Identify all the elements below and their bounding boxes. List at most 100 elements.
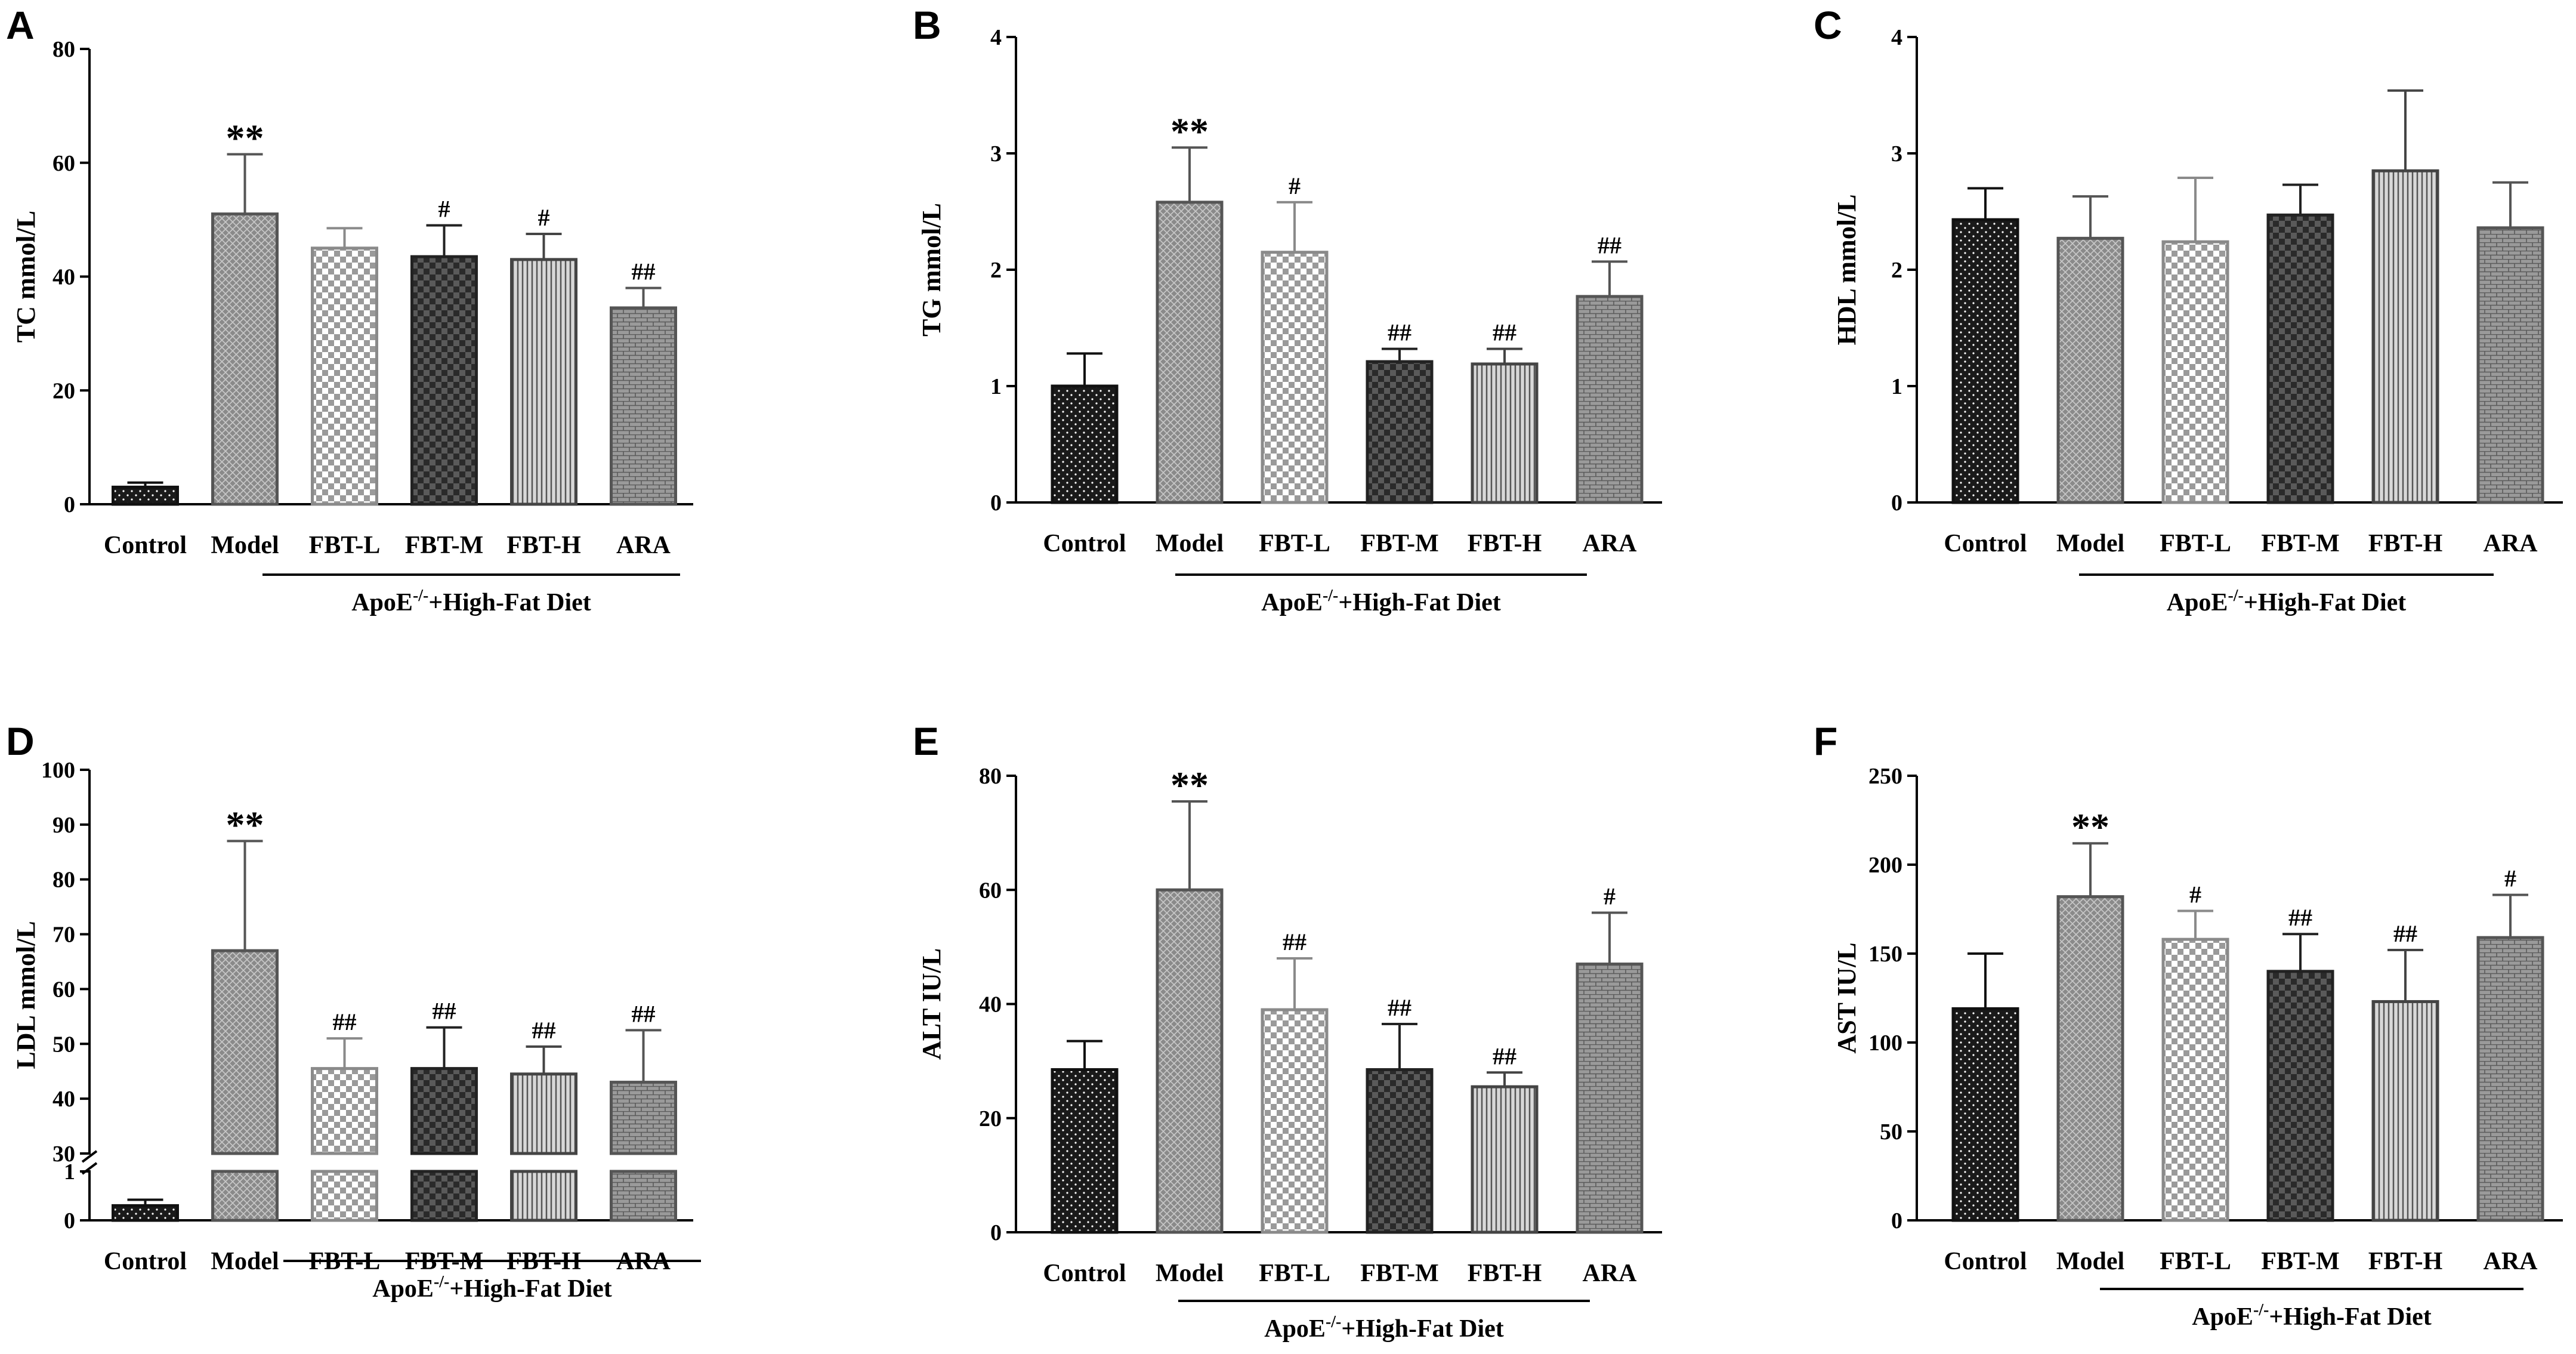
bar-fbt-h — [1471, 362, 1539, 504]
significance-label: ## — [1388, 319, 1411, 346]
significance-label: # — [2189, 881, 2201, 908]
y-tick-label: 3 — [990, 141, 1002, 166]
panel-letter: D — [6, 719, 35, 763]
significance-label: ## — [1388, 994, 1411, 1021]
bar-ara — [610, 306, 677, 506]
group-label: ApoE-/-+High-Fat Diet — [351, 587, 591, 616]
significance-label: ## — [1283, 929, 1306, 955]
y-tick-label: 2 — [990, 258, 1002, 283]
bar-fbt-h-lower — [510, 1170, 577, 1222]
bar-fbt-h — [2371, 1000, 2439, 1222]
y-tick-label: 250 — [1868, 764, 1902, 789]
y-tick-label: 90 — [52, 813, 75, 838]
x-tick-label: FBT-L — [1259, 1260, 1330, 1287]
significance-label: ## — [632, 258, 656, 285]
bar-fbt-m — [410, 1067, 478, 1155]
x-tick-label: Control — [104, 1248, 187, 1275]
bar-fbt-m — [1366, 360, 1434, 504]
y-tick-label: 50 — [52, 1032, 75, 1057]
significance-label: ** — [226, 803, 264, 846]
bar-ara-lower — [610, 1170, 677, 1222]
significance-label: ** — [2071, 806, 2109, 848]
axis-break-mark — [81, 1150, 98, 1163]
y-tick-label: 1 — [1891, 374, 1902, 399]
bar-ara — [2476, 226, 2544, 504]
x-tick-label: ARA — [1583, 1260, 1638, 1287]
y-tick-label: 1 — [990, 374, 1002, 399]
significance-label: ## — [433, 998, 456, 1025]
bar-ara — [1576, 295, 1644, 504]
x-tick-label: Model — [2056, 1248, 2124, 1275]
bar-model — [211, 949, 279, 1155]
x-tick-label: ARA — [616, 532, 671, 559]
y-axis-label: AST IU/L — [1832, 942, 1861, 1053]
x-tick-label: FBT-H — [2368, 1248, 2442, 1275]
significance-label: ## — [632, 1000, 656, 1027]
x-tick-label: FBT-L — [2160, 530, 2231, 557]
x-tick-label: Control — [1043, 1260, 1126, 1287]
significance-label: ## — [2393, 920, 2417, 947]
x-tick-label: Model — [211, 532, 279, 559]
bar-control — [1051, 384, 1119, 504]
y-tick-label: 40 — [979, 992, 1002, 1017]
panel-c: 0 1 2 3 4 HDL mmol/L C Control Model FBT-L FBT-M FB… — [1814, 3, 2563, 616]
significance-label: # — [538, 204, 550, 231]
panel-f: 0 50 100 150 200 250 AST IU/L F Control ** Model # F… — [1814, 719, 2563, 1331]
significance-label: ## — [532, 1017, 556, 1044]
y-tick-label: 3 — [1891, 141, 1902, 166]
x-tick-label: FBT-L — [309, 532, 381, 559]
bar-model — [1156, 201, 1224, 504]
y-tick-label: 100 — [1868, 1031, 1902, 1056]
x-tick-label: ARA — [2484, 530, 2538, 557]
y-tick-label: 4 — [990, 25, 1002, 50]
bar-ara — [1576, 963, 1644, 1234]
bar-control — [112, 1204, 179, 1222]
y-tick-label: 0 — [64, 1208, 75, 1233]
y-tick-label: 20 — [52, 378, 75, 403]
bar-fbt-l — [311, 246, 378, 506]
y-tick-label: 60 — [52, 977, 75, 1002]
bar-control — [1051, 1068, 1119, 1234]
bar-ara — [610, 1081, 677, 1155]
significance-label: # — [2504, 865, 2516, 892]
x-tick-label: FBT-M — [2261, 1248, 2339, 1275]
significance-label: ## — [1598, 232, 1621, 258]
bar-fbt-l — [1261, 1008, 1329, 1234]
y-tick-label: 70 — [52, 923, 75, 948]
y-tick-label: 80 — [979, 764, 1002, 789]
significance-label: # — [438, 196, 450, 223]
significance-label: # — [1289, 172, 1301, 199]
significance-label: ## — [1493, 319, 1516, 346]
x-tick-label: ARA — [1583, 530, 1638, 557]
panel-letter: E — [913, 719, 939, 763]
panel-e: 0 20 40 60 80 ALT IU/L E Control ** Model ## FBT-L #… — [913, 719, 1662, 1343]
x-tick-label: FBT-L — [1259, 530, 1330, 557]
group-label: ApoE-/-+High-Fat Diet — [372, 1273, 612, 1303]
group-label: ApoE-/-+High-Fat Diet — [2167, 587, 2407, 616]
group-label: ApoE-/-+High-Fat Diet — [2192, 1301, 2432, 1331]
y-axis-label: LDL mmol/L — [11, 921, 41, 1069]
x-tick-label: FBT-H — [1468, 1260, 1542, 1287]
y-tick-label: 20 — [979, 1106, 1002, 1131]
bar-fbt-m — [1366, 1068, 1434, 1234]
y-tick-label: 0 — [1891, 1208, 1902, 1233]
x-tick-label: Control — [1944, 530, 2027, 557]
bar-fbt-l — [1261, 251, 1329, 504]
x-tick-label: Control — [104, 532, 187, 559]
x-tick-label: Control — [1944, 1248, 2027, 1275]
y-tick-label: 80 — [52, 868, 75, 893]
x-tick-label: Control — [1043, 530, 1126, 557]
bar-model — [2056, 236, 2124, 504]
bar-fbt-l — [311, 1067, 378, 1155]
panel-d: 0 130 40 50 60 70 80 90 100 LDL mmol/L D Control ** M… — [6, 719, 701, 1303]
y-tick-label: 1 — [64, 1159, 75, 1185]
y-tick-label: 100 — [41, 758, 75, 783]
significance-label: ** — [226, 116, 264, 159]
bar-ara — [2476, 936, 2544, 1222]
x-tick-label: FBT-M — [1360, 1260, 1438, 1287]
y-axis-label: TG mmol/L — [917, 203, 946, 337]
bar-control — [1951, 218, 2019, 504]
panel-letter: F — [1814, 719, 1837, 763]
x-tick-label: Model — [1156, 530, 1224, 557]
